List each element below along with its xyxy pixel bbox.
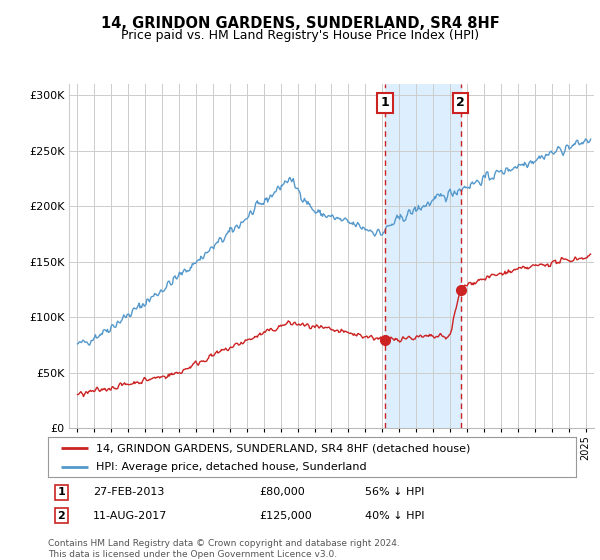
Text: 27-FEB-2013: 27-FEB-2013: [93, 487, 164, 497]
Text: 2: 2: [456, 96, 465, 109]
Bar: [385, 84, 461, 428]
Text: £125,000: £125,000: [259, 511, 312, 521]
Text: Contains HM Land Registry data © Crown copyright and database right 2024.
This d: Contains HM Land Registry data © Crown c…: [48, 539, 400, 559]
Text: 14, GRINDON GARDENS, SUNDERLAND, SR4 8HF (detached house): 14, GRINDON GARDENS, SUNDERLAND, SR4 8HF…: [95, 443, 470, 453]
Text: 14, GRINDON GARDENS, SUNDERLAND, SR4 8HF: 14, GRINDON GARDENS, SUNDERLAND, SR4 8HF: [101, 16, 499, 31]
Text: 2: 2: [58, 511, 65, 521]
Text: 11-AUG-2017: 11-AUG-2017: [93, 511, 167, 521]
Text: £80,000: £80,000: [259, 487, 305, 497]
Text: 1: 1: [58, 487, 65, 497]
Text: 56% ↓ HPI: 56% ↓ HPI: [365, 487, 424, 497]
Text: 40% ↓ HPI: 40% ↓ HPI: [365, 511, 424, 521]
Text: 1: 1: [380, 96, 389, 109]
Text: Price paid vs. HM Land Registry's House Price Index (HPI): Price paid vs. HM Land Registry's House …: [121, 29, 479, 42]
Text: HPI: Average price, detached house, Sunderland: HPI: Average price, detached house, Sund…: [95, 461, 366, 472]
